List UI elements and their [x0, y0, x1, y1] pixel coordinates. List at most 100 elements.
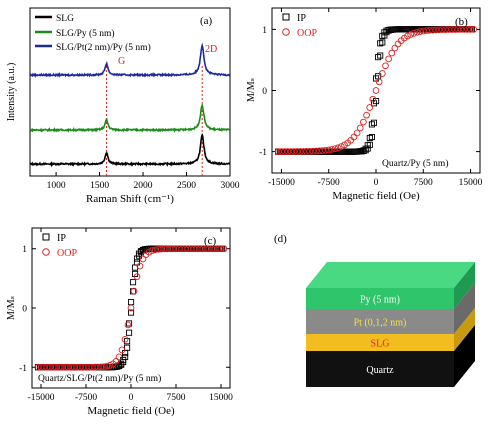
panel-b-ticks: -15000 -7500 0 7500 15000 -1 0 1: [259, 8, 483, 188]
data-point-oop: [426, 26, 433, 34]
stack-layer-front: [306, 351, 454, 387]
panel-a-peak-guides: [106, 66, 203, 176]
panel-b-letter: (b): [455, 16, 468, 28]
data-point-oop: [419, 27, 427, 35]
x-tick-label: 2000: [134, 181, 153, 191]
panel-a-y-axis-label: Intensity (a.u.): [6, 63, 17, 122]
panel-a-x-axis-label: Raman Shift (cm⁻¹): [86, 193, 174, 205]
data-point-oop: [331, 145, 339, 153]
data-point-oop: [100, 363, 108, 371]
x-tick-label: -7500: [318, 178, 340, 188]
data-point-oop: [293, 148, 301, 155]
x-tick-label: 0: [129, 393, 134, 403]
legend-label-ip: IP: [57, 233, 66, 244]
data-point-oop: [306, 147, 314, 155]
panel-d-letter: (d): [274, 233, 287, 245]
data-point-oop: [281, 148, 288, 155]
x-tick-label: 7500: [167, 393, 186, 403]
data-point-oop: [470, 26, 478, 33]
data-point-oop: [382, 62, 389, 70]
data-point-oop: [121, 335, 129, 343]
data-point-ip: [122, 350, 129, 357]
stack-layer-side: [454, 262, 475, 309]
data-point-oop: [322, 147, 329, 154]
data-point-oop: [385, 55, 392, 63]
data-point-oop: [360, 118, 367, 126]
panel-c-y-axis-label: M/Mₛ: [6, 296, 17, 320]
data-point-ip: [364, 145, 371, 152]
data-point-oop: [290, 148, 298, 155]
data-point-oop: [464, 26, 471, 33]
data-point-ip: [128, 299, 135, 306]
data-point-oop: [441, 26, 449, 33]
x-tick-label: -15000: [268, 178, 295, 188]
data-point-oop: [284, 148, 292, 155]
data-point-oop: [435, 26, 443, 34]
data-point-oop: [148, 247, 156, 254]
legend-marker-ip: [42, 233, 50, 241]
data-point-oop: [438, 26, 446, 34]
data-point-ip: [377, 40, 384, 47]
data-point-oop: [369, 95, 377, 103]
y-tick-label: 1: [262, 26, 267, 36]
data-point-oop: [460, 26, 468, 33]
panel-a-raman-chart: 1000 1500 2000 2500 3000 (a) Intensity (a.u.…: [6, 7, 240, 205]
data-point-oop: [124, 321, 132, 329]
data-point-oop: [278, 148, 285, 155]
data-point-oop: [451, 26, 459, 33]
data-point-oop: [448, 26, 455, 33]
spectrum-line-2: [29, 102, 231, 133]
data-point-oop: [127, 304, 135, 312]
x-tick-label: 1000: [47, 181, 66, 191]
panel-c-ticks: -15000 -7500 0 7500 15000 -1 0 1: [19, 228, 233, 403]
y-tick-label: -1: [259, 148, 267, 158]
legend-label-slg-py: SLG/Py (5 nm): [56, 28, 115, 39]
y-tick-label: -1: [19, 364, 27, 374]
x-tick-label: 3000: [221, 181, 240, 191]
x-tick-label: 2500: [177, 181, 196, 191]
data-point-ip: [129, 279, 137, 286]
stack-layers: Py (5 nm) Pt (0,1,2 nm) SLG Quartz: [306, 262, 475, 387]
data-point-ip: [364, 142, 371, 149]
data-point-oop: [416, 28, 424, 35]
panel-b-legend: IP OOP: [282, 13, 317, 39]
data-point-oop: [334, 144, 342, 152]
panel-b-hysteresis-chart: -15000 -7500 0 7500 15000 -1 0 1 (b) M/Mₛ Magne…: [246, 7, 483, 202]
data-point-oop: [350, 133, 358, 141]
x-tick-label: -15000: [28, 393, 55, 403]
stack-layer-front: [306, 334, 454, 351]
data-point-oop: [423, 27, 430, 34]
panel-a-x-ticks: 1000 1500 2000 2500 3000: [47, 172, 240, 191]
data-point-ip: [377, 52, 384, 59]
data-point-oop: [297, 148, 304, 155]
data-point-ip: [133, 259, 141, 266]
data-point-oop: [337, 143, 345, 150]
data-point-oop: [103, 362, 111, 370]
stack-layer-label: SLG: [371, 339, 390, 350]
data-point-ip: [366, 141, 373, 148]
data-point-oop: [309, 147, 317, 155]
panel-c-data-points: [34, 245, 228, 371]
spectrum-line-3: [29, 42, 231, 79]
panel-a-frame: [29, 7, 231, 177]
data-point-oop: [363, 111, 370, 119]
data-point-oop: [115, 353, 123, 361]
legend-marker-ip: [282, 13, 290, 21]
stack-layer-front: [306, 309, 454, 334]
panel-c-sample-label: Quartz/SLG/Pt(2 nm)/Py (5 nm): [38, 373, 161, 384]
stack-layer-label: Pt (0,1,2 nm): [354, 318, 407, 329]
data-point-oop: [378, 70, 386, 77]
panel-c-letter: (c): [204, 235, 217, 247]
data-point-oop: [457, 26, 465, 33]
data-point-oop: [300, 148, 307, 155]
data-point-ip: [126, 329, 133, 336]
y-tick-label: 1: [22, 245, 27, 255]
data-point-oop: [274, 148, 282, 155]
x-tick-label: 15000: [209, 393, 233, 403]
data-point-oop: [375, 78, 383, 86]
data-point-oop: [413, 28, 421, 36]
data-point-ip: [368, 133, 375, 141]
data-point-oop: [445, 26, 452, 33]
y-tick-label: 0: [22, 305, 27, 315]
stack-layer-front: [306, 288, 454, 309]
